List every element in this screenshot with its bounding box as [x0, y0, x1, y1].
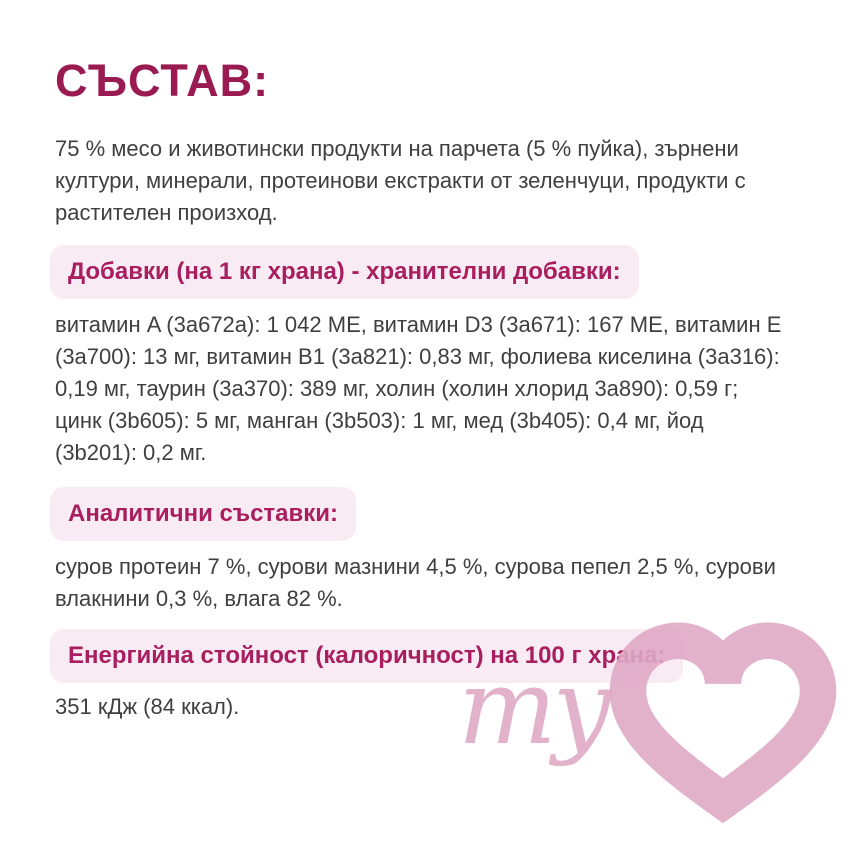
analytical-heading: Аналитични съставки: — [68, 500, 339, 527]
energy-heading: Енергийна стойност (калоричност) на 100 … — [68, 642, 666, 669]
section-analytical-constituents: Аналитични съставки: суров протеин 7 %, … — [50, 469, 795, 615]
section-energy-value: Енергийна стойност (калоричност) на 100 … — [50, 615, 795, 723]
energy-heading-band: Енергийна стойност (калоричност) на 100 … — [50, 629, 684, 683]
analytical-body: суров протеин 7 %, сурови мазнини 4,5 %,… — [55, 554, 776, 611]
page-title: СЪСТАВ: — [55, 55, 270, 106]
label-content: СЪСТАВ: 75 % месо и животински продукти … — [50, 55, 795, 723]
analytical-heading-band: Аналитични съставки: — [50, 487, 357, 541]
additives-heading: Добавки (на 1 кг храна) - хранителни доб… — [68, 258, 621, 285]
additives-heading-band: Добавки (на 1 кг храна) - хранителни доб… — [50, 245, 639, 299]
section-additives: Добавки (на 1 кг храна) - хранителни доб… — [50, 229, 795, 469]
additives-body: витамин A (3a672a): 1 042 МЕ, витамин D3… — [55, 312, 782, 465]
energy-body: 351 кДж (84 ккал). — [55, 694, 240, 719]
composition-intro-paragraph: 75 % месо и животински продукти на парче… — [55, 136, 746, 225]
